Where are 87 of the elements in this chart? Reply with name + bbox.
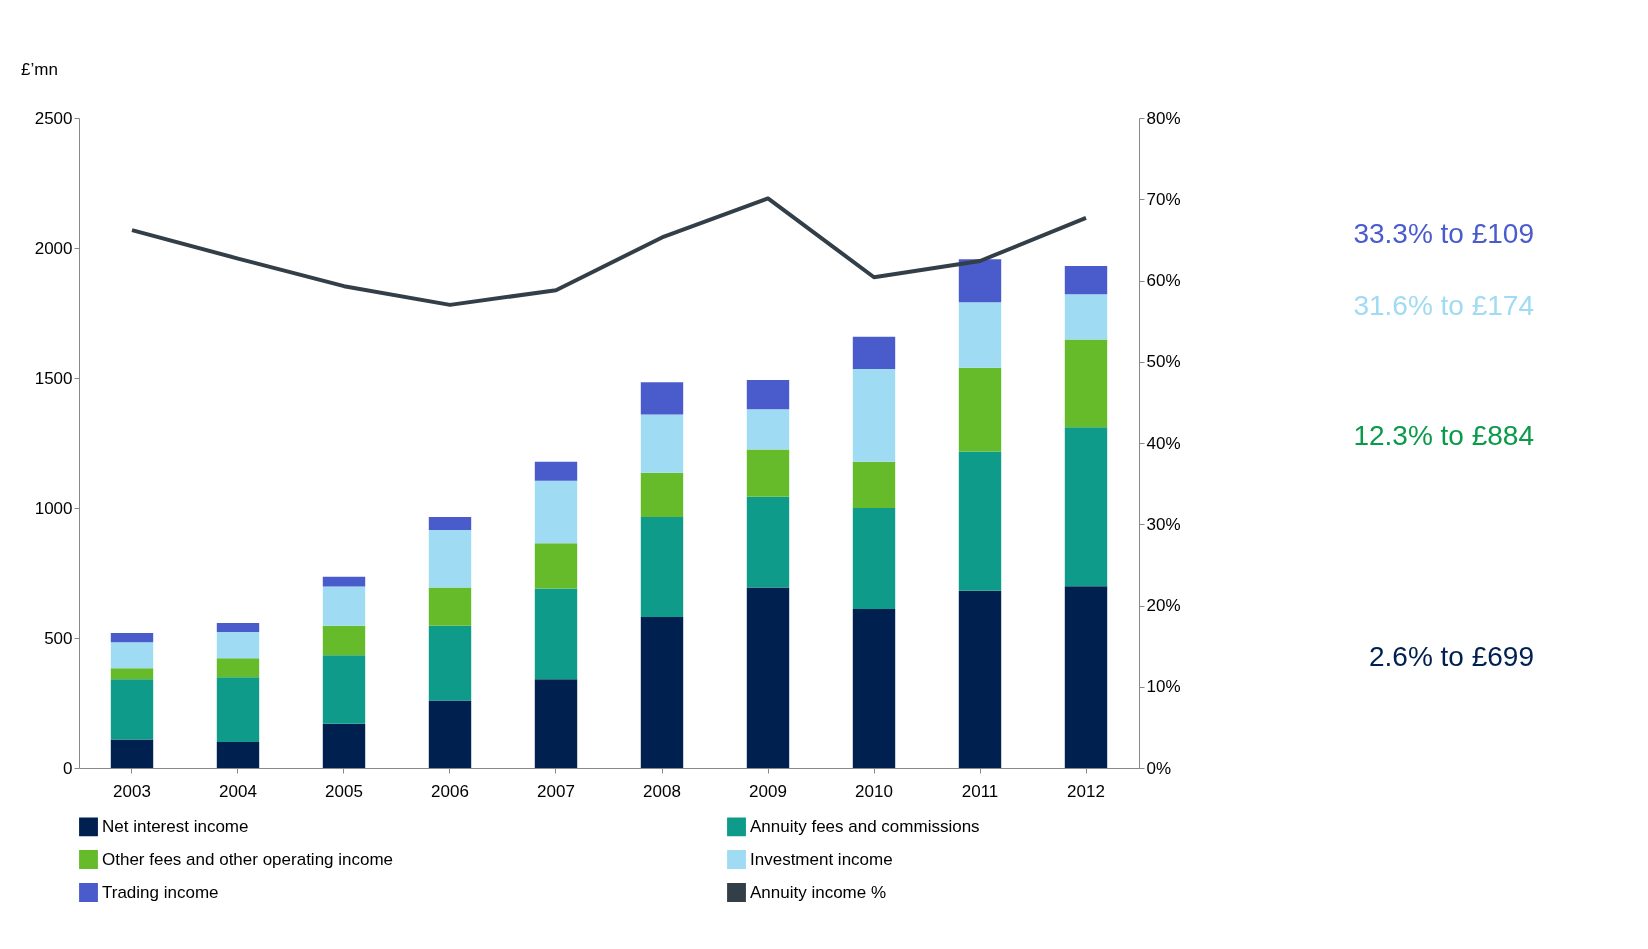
y-tick-label: 1500 [34, 368, 73, 388]
x-tick-label: 2012 [1067, 781, 1105, 801]
bar [322, 586, 366, 626]
bar [322, 723, 366, 768]
x-tick-label: 2007 [537, 781, 575, 801]
x-tick-label: 2004 [219, 781, 257, 801]
legend-label: Net interest income [102, 816, 249, 836]
legend-label: Other fees and other operating income [102, 849, 394, 869]
bar [428, 517, 472, 531]
bar [110, 633, 154, 643]
bar [958, 259, 1002, 303]
line-series [130, 196, 1088, 307]
bar [428, 587, 472, 626]
bar [216, 632, 260, 659]
y-tick-label: 0 [63, 758, 73, 778]
y-tick-label: 2000 [34, 238, 73, 258]
bar [428, 700, 472, 768]
legend-label: Trading income [102, 882, 219, 902]
bar [746, 409, 790, 450]
bar [1064, 427, 1108, 587]
bar [534, 679, 578, 768]
bar [640, 382, 684, 415]
y2-tick-label: 30% [1146, 514, 1181, 534]
bar [640, 616, 684, 768]
bar [746, 587, 790, 768]
text: 12.3% to £884 [1353, 419, 1534, 451]
bar [852, 608, 896, 768]
bar [216, 622, 260, 633]
x-tick-label: 2006 [431, 781, 469, 801]
x-tick-label: 2011 [961, 781, 999, 801]
bar [534, 461, 578, 481]
legend-label: Annuity fees and commissions [750, 816, 980, 836]
x-tick-label: 2005 [325, 781, 363, 801]
text: 33.3% to £109 [1353, 218, 1534, 249]
bar [958, 367, 1002, 452]
bar [746, 449, 790, 497]
x-tick-label: 2008 [643, 781, 681, 801]
bar [534, 480, 578, 544]
bar [216, 742, 260, 768]
legend-label: Annuity income % [750, 882, 887, 902]
bar [852, 336, 896, 369]
bar [640, 472, 684, 518]
bar [852, 508, 896, 609]
bar [428, 530, 472, 588]
bar [110, 668, 154, 680]
bar [110, 642, 154, 669]
bar [534, 543, 578, 589]
bar [958, 590, 1002, 768]
bar [216, 658, 260, 678]
bar [852, 461, 896, 508]
bar [1064, 265, 1108, 295]
y-tick-label: 500 [44, 628, 73, 648]
text: 31.6% to £174 [1353, 289, 1534, 321]
bar [534, 588, 578, 680]
bar [428, 625, 472, 701]
y2-tick-label: 20% [1146, 596, 1181, 615]
bar [1064, 339, 1108, 428]
bar [958, 302, 1002, 368]
y2-tick-label: 0% [1146, 758, 1172, 778]
y2-tick-label: 40% [1146, 433, 1181, 453]
y2-tick-label: 50% [1146, 352, 1181, 372]
text: 2.6% to £699 [1368, 640, 1534, 672]
bar [746, 496, 790, 588]
bar [110, 739, 154, 768]
bar [1064, 586, 1108, 768]
bar [216, 677, 260, 742]
bar [640, 414, 684, 473]
y2-tick-label: 10% [1146, 677, 1181, 697]
legend-label: Investment income [750, 849, 893, 869]
bar [322, 625, 366, 656]
x-tick-label: 2010 [855, 781, 893, 801]
y2-tick-label: 80% [1146, 108, 1181, 128]
bar [110, 679, 154, 740]
bar [640, 517, 684, 617]
bar [958, 451, 1002, 591]
bar [322, 655, 366, 724]
bar [852, 368, 896, 462]
y-axis-title: £’mn [21, 59, 58, 79]
x-tick-label: 2003 [113, 781, 151, 801]
y2-tick-label: 70% [1146, 189, 1181, 209]
y-tick-label: 2500 [34, 108, 73, 128]
x-tick-label: 2009 [749, 781, 787, 801]
bar [1064, 294, 1108, 340]
bar [746, 380, 790, 410]
y-tick-label: 1000 [34, 498, 73, 518]
y2-tick-label: 60% [1146, 271, 1181, 290]
bar [322, 576, 366, 587]
